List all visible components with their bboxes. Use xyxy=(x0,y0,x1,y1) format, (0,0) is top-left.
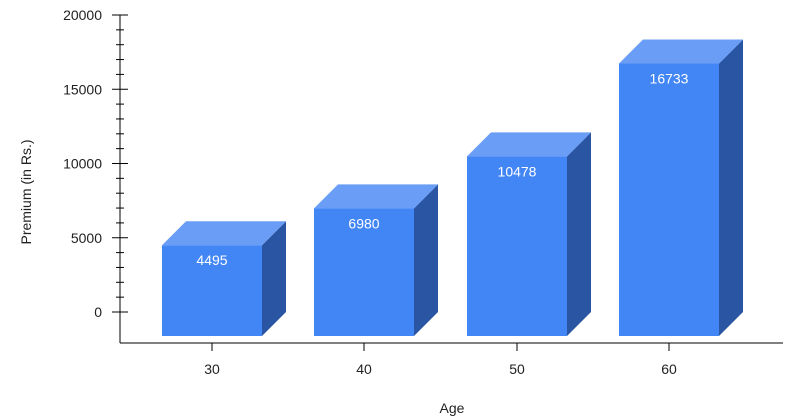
y-tick-label: 5000 xyxy=(71,230,102,246)
bar-side xyxy=(262,221,286,336)
bar-top xyxy=(619,39,743,64)
bar xyxy=(162,245,262,336)
bar xyxy=(314,208,414,336)
x-tick-label: 40 xyxy=(356,361,372,377)
y-tick-label: 10000 xyxy=(63,156,102,172)
bar-value-label: 10478 xyxy=(498,163,537,179)
bar-value-label: 4495 xyxy=(196,252,227,268)
y-tick-label: 20000 xyxy=(63,7,102,23)
x-tick-label: 60 xyxy=(661,361,677,377)
bar-top xyxy=(162,221,286,246)
x-axis-title: Age xyxy=(440,400,465,416)
y-tick-label: 0 xyxy=(94,304,102,320)
bar-top xyxy=(467,132,591,157)
x-tick-label: 30 xyxy=(204,361,220,377)
bar-value-label: 16733 xyxy=(650,71,689,87)
x-tick-label: 50 xyxy=(509,361,525,377)
bar-value-label: 6980 xyxy=(348,215,379,231)
bar-side xyxy=(567,132,591,336)
bar-side xyxy=(414,184,438,336)
plot-area: 0 5000 10000 15000 20000 30 40 50 60 4495 6980 1047… xyxy=(63,7,783,377)
y-tick-label: 15000 xyxy=(63,81,102,97)
bar xyxy=(619,63,719,336)
bar xyxy=(467,156,567,336)
bar-top xyxy=(314,184,438,209)
bar-side xyxy=(719,39,743,336)
y-axis-title: Premium (in Rs.) xyxy=(18,139,34,244)
